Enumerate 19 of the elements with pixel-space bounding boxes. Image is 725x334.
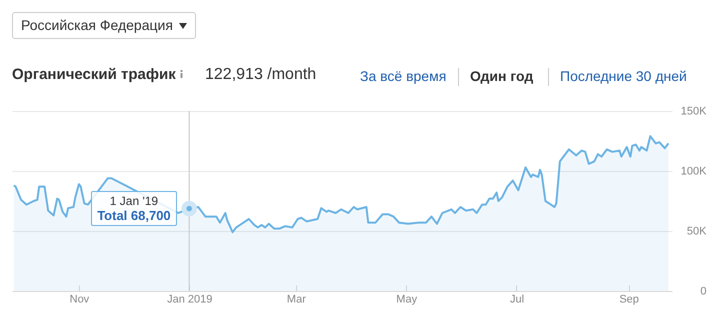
y-tick-label: 150K (680, 106, 708, 118)
tooltip: 1 Jan '19 Total 68,700 (91, 191, 177, 226)
y-tick-label: 100K (680, 166, 708, 178)
x-tick-label: Nov (70, 294, 90, 306)
dropdown: Российская Федерация (12, 12, 196, 39)
y-tick-label: 50K (686, 226, 708, 238)
y-tick-label: 0 (700, 286, 706, 298)
annotation: 1 Jan '19 (108, 194, 160, 208)
annotation: Total 68,700 (97, 208, 171, 224)
x-tick-label: Sep (619, 294, 639, 306)
x-tick-label: Jan 2019 (167, 294, 212, 306)
text: За всё время (360, 68, 446, 84)
x-tick-label: May (396, 294, 418, 306)
text: Один год (470, 68, 534, 84)
chart-subtitle: 122,913 /month (205, 66, 316, 84)
x-tick-label: Mar (286, 294, 306, 306)
text: Последние 30 дней (560, 68, 687, 84)
chart-title: Органический трафик (12, 66, 176, 83)
x-tick-label: Jul (510, 294, 524, 306)
